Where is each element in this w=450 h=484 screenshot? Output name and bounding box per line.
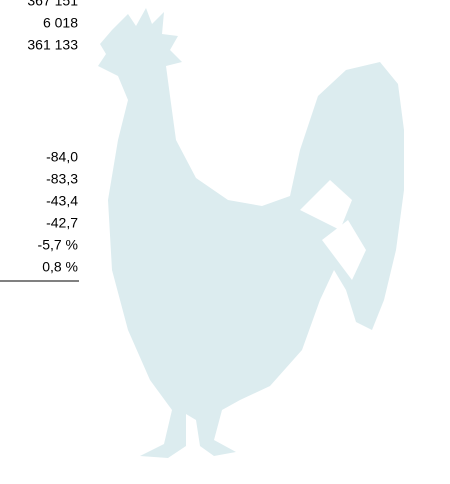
value-cell: -42,7 — [46, 215, 78, 231]
value-cell: -43,4 — [46, 193, 78, 209]
value-cell: 361 133 — [27, 37, 78, 53]
value-cell: 0,8 % — [42, 259, 78, 275]
rooster-watermark — [98, 8, 404, 458]
value-cell: 367 151 — [27, 0, 78, 9]
value-cell: -5,7 % — [38, 237, 78, 253]
value-cell: -84,0 — [46, 149, 78, 165]
value-cell: 6 018 — [43, 15, 78, 31]
value-cell: -83,3 — [46, 171, 78, 187]
value-column: 367 151 6 018 361 133 -84,0 -83,3 -43,4 -42,7 -… — [27, 0, 78, 275]
